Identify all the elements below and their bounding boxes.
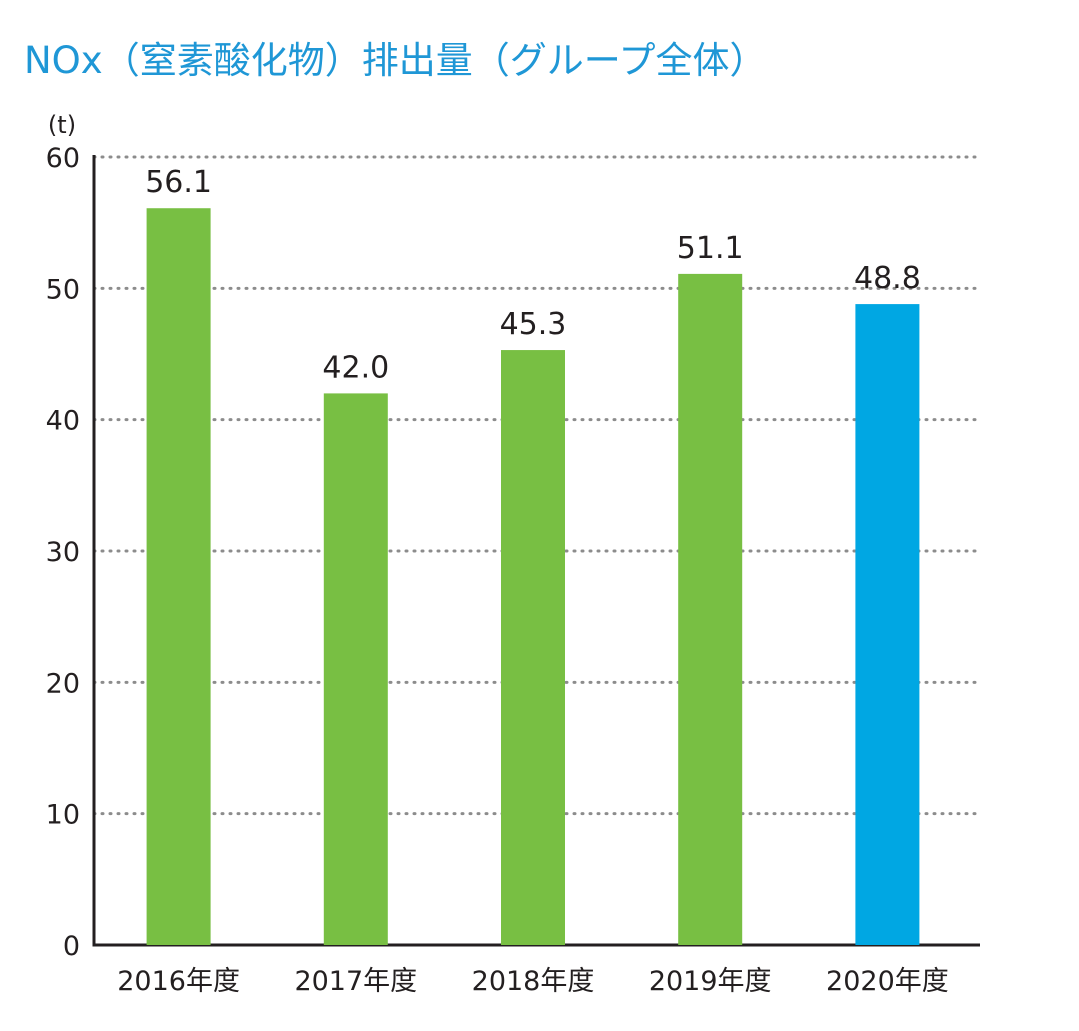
y-tick-label: 50: [46, 274, 80, 305]
x-tick-label: 2016年度: [117, 966, 240, 997]
x-tick-label: 2020年度: [826, 966, 949, 997]
chart-title: NOx（窒素酸化物）排出量（グループ全体）: [24, 39, 767, 82]
x-tick-label: 2017年度: [294, 966, 417, 997]
data-label: 42.0: [322, 350, 389, 385]
data-label: 56.1: [145, 165, 212, 200]
bar: [323, 393, 388, 945]
bar: [501, 350, 565, 945]
y-tick-label: 30: [46, 537, 80, 568]
y-tick-label: 60: [46, 143, 80, 174]
data-label: 51.1: [677, 231, 744, 266]
y-unit-label: (t): [48, 111, 76, 139]
data-label: 48.8: [854, 261, 921, 296]
bar: [146, 208, 211, 946]
y-tick-label: 0: [63, 931, 80, 962]
bar: [678, 273, 743, 945]
y-tick-label: 20: [46, 668, 80, 699]
y-tick-label: 40: [46, 406, 80, 437]
x-tick-label: 2018年度: [472, 966, 595, 997]
data-label: 45.3: [500, 307, 567, 342]
x-tick-label: 2019年度: [649, 966, 772, 997]
y-tick-label: 10: [46, 800, 80, 831]
bar: [855, 304, 920, 945]
